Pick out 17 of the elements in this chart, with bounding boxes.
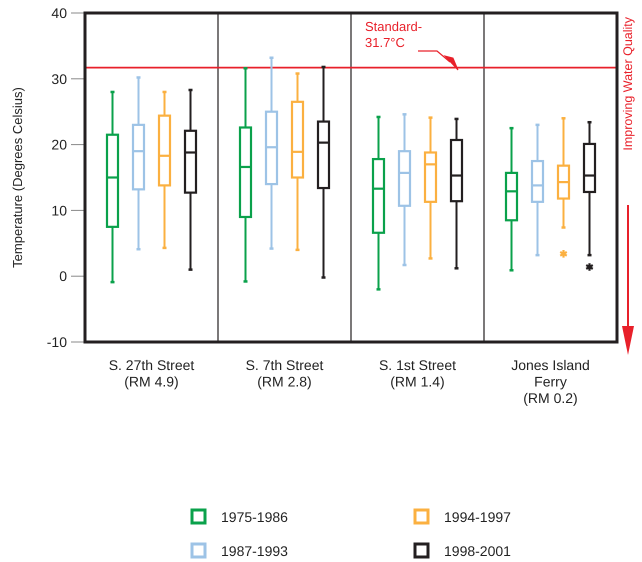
x-tick-label: S. 7th Street (RM 2.8) [246, 357, 324, 390]
x-tick-label: S. 1st Street (RM 1.4) [378, 357, 456, 390]
x-tick-label: Jones Island Ferry (RM 0.2) [511, 357, 590, 406]
y-tick-label: -10 [46, 334, 68, 350]
legend-label: 1975-1986 [221, 509, 288, 525]
y-axis-title: Temperature (Degrees Celsius) [10, 87, 25, 268]
legend-label: 1994-1997 [444, 509, 512, 525]
legend-label: 1998-2001 [444, 543, 512, 559]
y-tick-label: 40 [51, 5, 68, 21]
legend-label: 1987-1993 [221, 543, 288, 559]
ref-line-label: Standard- 31.7°C [365, 19, 422, 50]
text: Improving Water Quality [621, 16, 635, 151]
y-tick-label: 30 [51, 70, 68, 87]
y-tick-label: 10 [51, 202, 68, 218]
y-tick-label: 20 [51, 136, 68, 153]
y-tick-label: 0 [59, 268, 68, 284]
x-tick-label: S. 27th Street (RM 4.9) [108, 357, 194, 390]
